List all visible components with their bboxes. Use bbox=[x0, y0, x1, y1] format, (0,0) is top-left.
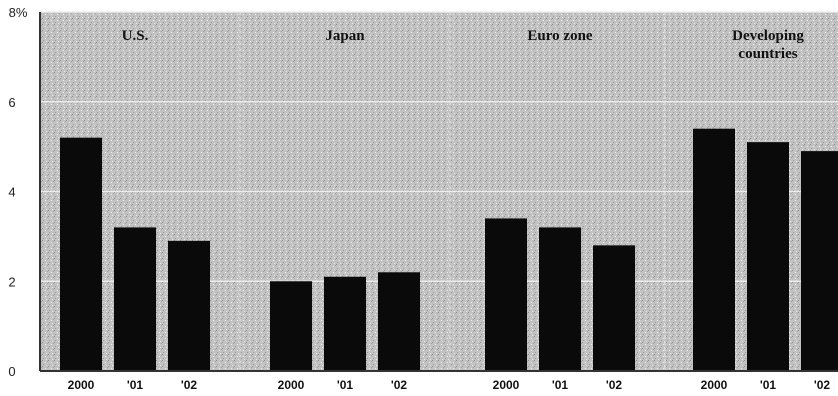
y-tick-label: 4 bbox=[8, 185, 15, 200]
x-tick-label: '02 bbox=[181, 378, 198, 392]
x-tick-label: '02 bbox=[606, 378, 623, 392]
bar bbox=[801, 151, 838, 371]
bar bbox=[324, 276, 366, 371]
bar bbox=[593, 245, 635, 371]
x-tick-label: 2000 bbox=[701, 378, 728, 392]
bar bbox=[747, 142, 789, 371]
bar bbox=[114, 227, 156, 371]
y-unit-label: 8% bbox=[9, 5, 28, 20]
group-title: countries bbox=[738, 46, 797, 62]
bar bbox=[60, 137, 102, 371]
y-tick-label: 2 bbox=[8, 274, 15, 289]
bar bbox=[485, 218, 527, 371]
x-tick-label: 2000 bbox=[68, 378, 95, 392]
group-title: Japan bbox=[325, 28, 365, 44]
x-tick-label: '02 bbox=[814, 378, 831, 392]
bar bbox=[539, 227, 581, 371]
bars bbox=[60, 128, 838, 371]
x-tick-label: '01 bbox=[552, 378, 569, 392]
group-title: Developing bbox=[732, 28, 804, 44]
bar bbox=[168, 240, 210, 371]
bar bbox=[693, 128, 735, 371]
x-tick-label: '01 bbox=[337, 378, 354, 392]
x-tick-label: '01 bbox=[127, 378, 144, 392]
bar bbox=[270, 281, 312, 371]
group-title: U.S. bbox=[122, 28, 149, 44]
x-tick-label: 2000 bbox=[493, 378, 520, 392]
bar bbox=[378, 272, 420, 371]
y-tick-label: 0 bbox=[8, 364, 15, 379]
y-tick-label: 6 bbox=[8, 95, 15, 110]
labels: 0 2 4 6 8% 2000 '01 '02 U.S. 2000 '01 '02 Japan 2000 '… bbox=[8, 5, 830, 392]
x-tick-label: '02 bbox=[391, 378, 408, 392]
group-title: Euro zone bbox=[527, 28, 592, 44]
x-tick-label: 2000 bbox=[278, 378, 305, 392]
x-tick-label: '01 bbox=[760, 378, 777, 392]
